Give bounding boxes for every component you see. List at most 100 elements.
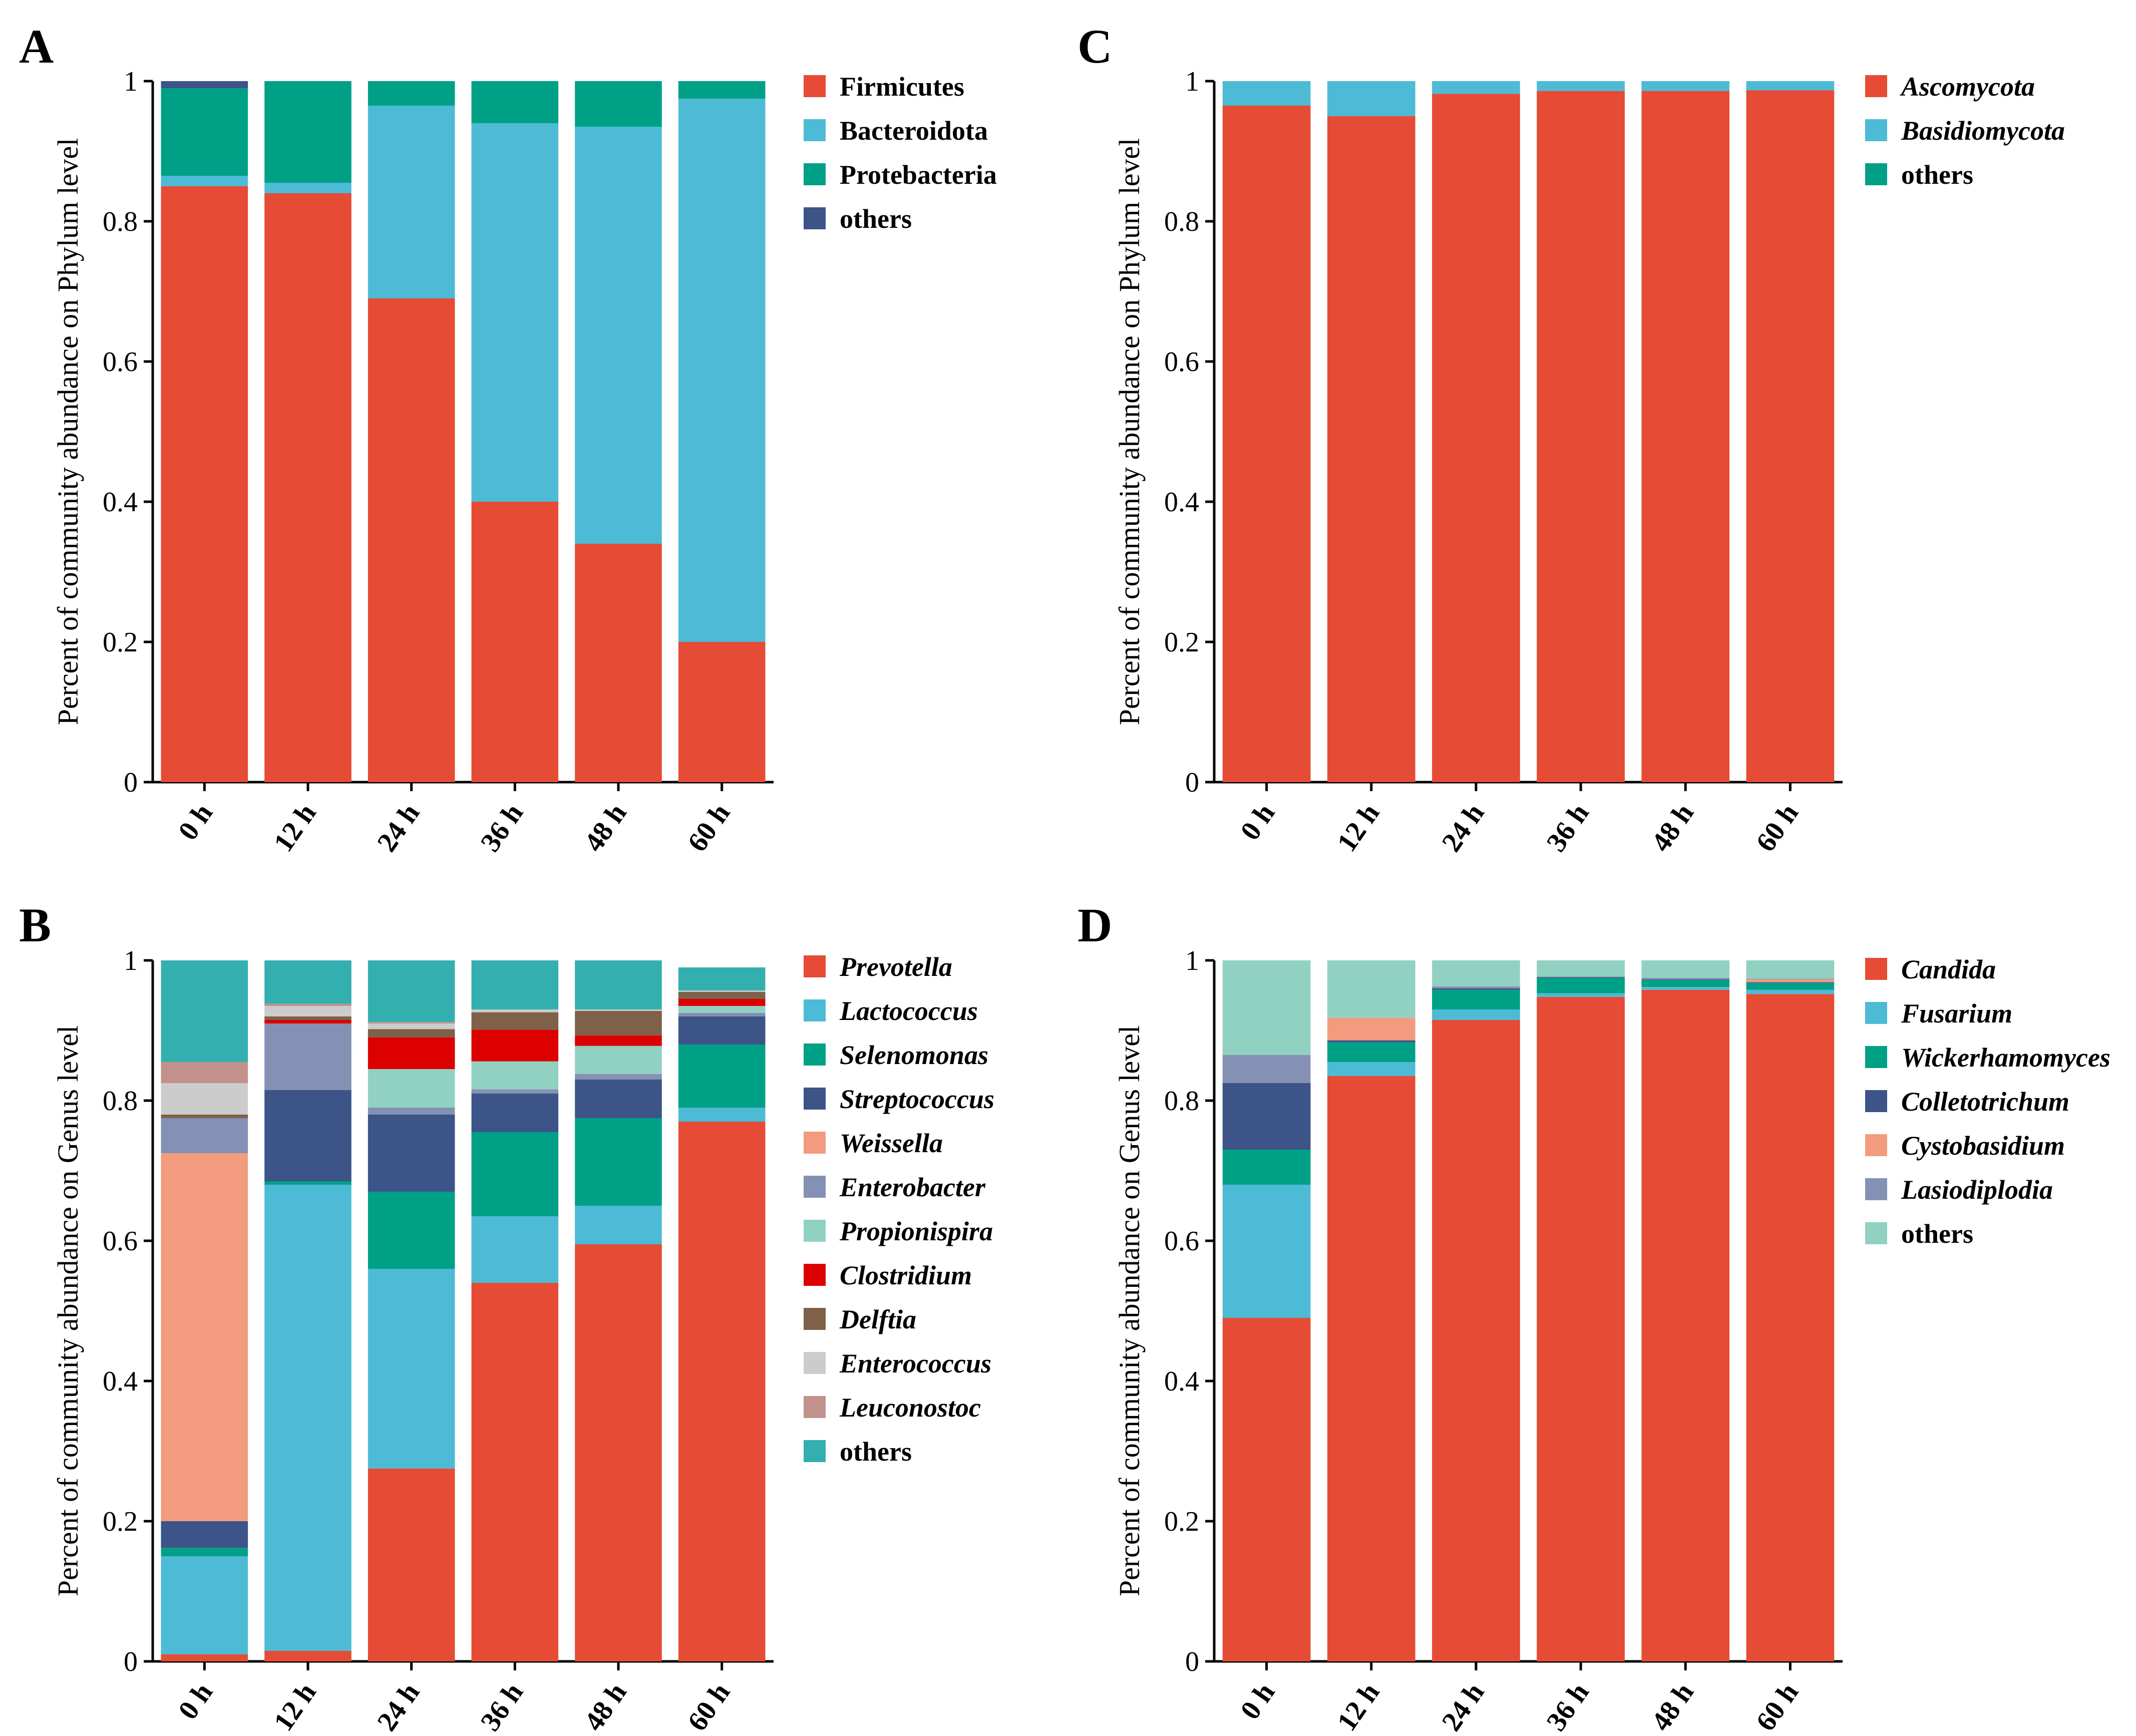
bar-segment-firmicutes (575, 544, 662, 782)
legend-swatch (804, 207, 826, 229)
legend-label: Lasiodiplodia (1901, 1175, 2053, 1205)
bar-segment-enterococcus (678, 990, 766, 992)
legend-swatch (1865, 1178, 1887, 1200)
y-tick-label: 0 (124, 767, 138, 798)
bar-segment-leuconostoc (368, 1022, 455, 1023)
panel-c: C 0 0.2 0.4 0.6 0.8 1 Percent of community abun… (1078, 20, 2065, 857)
bar-segment-enterococcus (161, 1083, 248, 1115)
bar-segment-lactococcus (264, 1185, 351, 1651)
bar-segment-wickerhamomyces (1222, 1150, 1311, 1185)
legend-swatch (804, 1176, 826, 1198)
y-tick-label: 1 (1185, 945, 1199, 976)
bar-segment-leuconostoc (264, 1003, 351, 1006)
legend-label: Candida (1901, 954, 1996, 984)
bar-segment-lasiodiplodia (1746, 978, 1835, 979)
bar-segment-others (1327, 960, 1415, 1018)
bar-segment-others (678, 967, 766, 991)
panel-d: D 0 0.2 0.4 0.6 0.8 1 Percent of community abun… (1078, 898, 2110, 1736)
y-tick-label: 0.2 (1164, 627, 1199, 658)
y-axis-label: Percent of community abundance on Genus … (52, 1025, 84, 1596)
bar-segment-clostridium (678, 999, 766, 1006)
bar-segment-delftia (575, 1010, 662, 1035)
legend-label: Selenomonas (840, 1040, 988, 1070)
bar-segment-bacteroidota (368, 106, 455, 298)
legend-label: Ascomycota (1900, 72, 2035, 102)
legend-swatch (804, 955, 826, 977)
bar-segment-cystobasidium (1746, 979, 1835, 982)
y-tick-label: 0.2 (103, 627, 138, 658)
legend-label: Fusarium (1901, 998, 2012, 1028)
panel-label: A (19, 20, 54, 73)
bar-segment-lasiodiplodia (1641, 978, 1730, 979)
x-tick-label: 0 h (172, 1677, 219, 1725)
bar-segment-delftia (264, 1016, 351, 1020)
x-tick-label: 48 h (1645, 798, 1700, 857)
bar-segment-colletotrichum (1537, 977, 1625, 978)
bar-segment-lactococcus (161, 1556, 248, 1654)
x-tick-label: 24 h (372, 798, 426, 857)
bar-segment-selenomonas (264, 1181, 351, 1185)
bar-segment-lactococcus (678, 1108, 766, 1122)
bar-segment-ascomycota (1222, 106, 1311, 782)
bar-segment-clostridium (471, 1029, 559, 1062)
bar-segment-wickerhamomyces (1746, 982, 1835, 990)
y-tick-label: 0.2 (1164, 1506, 1199, 1537)
bar-segment-enterobacter (575, 1074, 662, 1080)
bar-segment-firmicutes (678, 642, 766, 782)
y-tick-label: 0.8 (103, 206, 138, 237)
legend-swatch (804, 999, 826, 1021)
bar-segment-lasiodiplodia (1222, 1055, 1311, 1083)
bar-segment-bacteroidota (264, 183, 351, 193)
bar-segment-selenomonas (575, 1118, 662, 1206)
bar-segment-wickerhamomyces (1432, 989, 1520, 1009)
bar-segment-bacteroidota (471, 123, 559, 502)
legend-swatch (804, 119, 826, 141)
bar-segment-protebacteria (264, 81, 351, 183)
y-tick-label: 0.8 (1164, 206, 1199, 237)
bar-segment-fusarium (1432, 1009, 1520, 1020)
y-axis-label: Percent of community abundance on Genus … (1113, 1025, 1146, 1596)
bar-segment-protebacteria (471, 81, 559, 123)
bar-segment-others (161, 81, 248, 88)
bar-segment-enterobacter (161, 1118, 248, 1153)
panel-a: A 0 0.2 0.4 0.6 0.8 1 Percent of community abun… (19, 20, 997, 857)
bar-segment-basidiomycota (1432, 81, 1520, 94)
bar-segment-enterobacter (264, 1023, 351, 1090)
bar-segment-colletotrichum (1327, 1040, 1415, 1043)
x-tick-label: 12 h (268, 798, 322, 857)
bar-segment-basidiomycota (1537, 81, 1625, 91)
bar-segment-ascomycota (1746, 90, 1835, 783)
legend-label: Bacteroidota (840, 116, 988, 146)
bar-segment-clostridium (575, 1035, 662, 1046)
bar-segment-candida (1432, 1020, 1520, 1661)
bar-segment-colletotrichum (1222, 1083, 1311, 1150)
bar-segment-leuconostoc (161, 1062, 248, 1083)
bar-segment-protebacteria (678, 81, 766, 99)
bar-segment-colletotrichum (1641, 979, 1730, 980)
bar-segment-selenomonas (368, 1192, 455, 1269)
bar-segment-others (1432, 960, 1520, 986)
panel-label: B (19, 898, 51, 952)
legend-swatch (804, 1264, 826, 1286)
legend-label: Enterobacter (839, 1172, 986, 1202)
legend-swatch (804, 1352, 826, 1374)
legend-label: Leuconostoc (839, 1393, 981, 1423)
bar-segment-cystobasidium (1327, 1017, 1415, 1040)
bar-segment-lasiodiplodia (1432, 986, 1520, 988)
y-tick-label: 0.6 (103, 346, 138, 378)
x-tick-label: 36 h (475, 798, 529, 857)
bar-segment-others (1222, 960, 1311, 1055)
legend-swatch (804, 1220, 826, 1242)
x-tick-label: 12 h (1331, 1677, 1386, 1736)
x-tick-label: 24 h (372, 1677, 426, 1736)
legend-label: others (840, 1437, 912, 1467)
bar-segment-propionispira (575, 1046, 662, 1074)
bar-segment-firmicutes (368, 298, 455, 782)
bar-segment-propionispira (368, 1069, 455, 1108)
legend-swatch (1865, 1222, 1887, 1244)
legend-swatch (804, 1132, 826, 1154)
bar-segment-lactococcus (575, 1206, 662, 1244)
legend-swatch (1865, 1002, 1887, 1024)
legend-label: Protebacteria (840, 160, 997, 190)
